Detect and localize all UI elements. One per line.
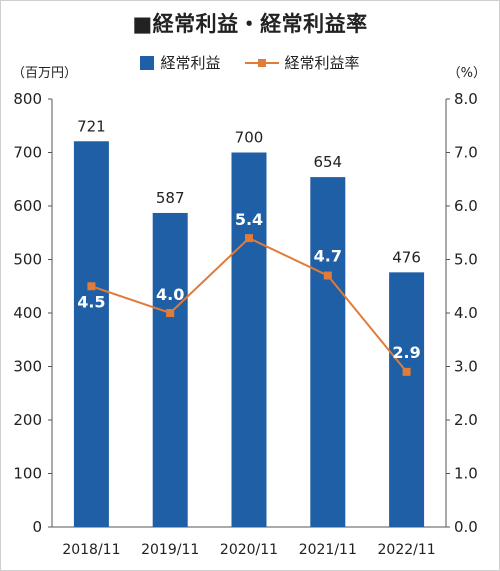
x-tick-label: 2021/11: [299, 542, 357, 558]
rate-value-label: 4.0: [156, 285, 184, 304]
bar: [389, 272, 425, 527]
left-tick-label: 100: [13, 465, 42, 483]
bar: [73, 141, 109, 527]
left-tick-label: 700: [13, 144, 42, 162]
left-tick-label: 500: [13, 251, 42, 269]
rate-value-label: 4.7: [314, 247, 342, 266]
rate-point: [402, 367, 411, 376]
bar: [310, 177, 346, 528]
right-tick-label: 1.0: [454, 465, 478, 483]
left-tick-label: 800: [13, 90, 42, 108]
bar-value-label: 700: [235, 129, 264, 147]
right-axis-unit: （%）: [447, 66, 486, 81]
legend-line-label: 経常利益率: [284, 54, 360, 72]
x-tick-label: 2019/11: [141, 542, 199, 558]
bar-value-label: 476: [392, 248, 421, 266]
rate-point: [245, 234, 253, 243]
left-tick-label: 300: [13, 358, 42, 376]
rate-value-label: 5.4: [235, 210, 263, 229]
right-tick-label: 7.0: [454, 144, 478, 162]
legend-item-bar: 経常利益: [140, 52, 221, 73]
bar-value-label: 587: [156, 189, 185, 207]
x-tick-label: 2018/11: [62, 542, 120, 558]
right-tick-label: 2.0: [454, 411, 478, 429]
bar-value-label: 654: [313, 153, 342, 171]
rate-value-label: 4.5: [77, 292, 105, 311]
right-tick-label: 8.0: [454, 90, 478, 108]
rate-value-label: 2.9: [392, 343, 420, 362]
right-tick-label: 0.0: [454, 518, 478, 536]
right-tick-label: 6.0: [454, 197, 478, 215]
rate-point: [166, 309, 175, 317]
legend-item-line: 経常利益率: [244, 52, 360, 73]
right-tick-label: 4.0: [454, 304, 478, 322]
right-tick-label: 3.0: [454, 358, 478, 376]
rate-point: [87, 282, 96, 291]
right-tick-label: 5.0: [454, 251, 478, 269]
x-tick-label: 2020/11: [220, 542, 278, 558]
bar: [152, 212, 188, 527]
chart-title: ■経常利益・経常利益率: [132, 12, 368, 36]
left-tick-label: 200: [13, 411, 42, 429]
x-tick-label: 2022/11: [378, 542, 436, 558]
bar-value-label: 721: [77, 117, 106, 135]
chart-legend: 経常利益 経常利益率: [0, 52, 500, 73]
rate-point: [323, 271, 332, 280]
legend-bar-label: 経常利益: [160, 54, 221, 72]
bar: [231, 152, 267, 527]
left-tick-label: 400: [13, 304, 42, 322]
left-tick-label: 0: [32, 518, 42, 536]
left-tick-label: 600: [13, 197, 42, 215]
legend-line-swatch: [244, 56, 279, 70]
left-axis-unit: （百万円）: [12, 66, 78, 81]
legend-bar-swatch: [140, 55, 155, 70]
